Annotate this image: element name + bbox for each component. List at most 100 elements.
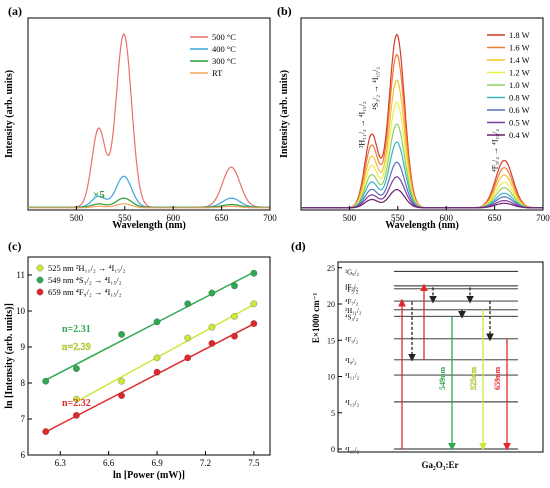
pb-x-tick-label: 550 bbox=[391, 213, 405, 223]
pb-legend-label: 1.6 W bbox=[509, 43, 530, 53]
pa-legend-label: 300 °C bbox=[212, 56, 236, 66]
pc-x-tick-label: 6.3 bbox=[55, 458, 67, 468]
pc-data-point bbox=[73, 395, 80, 403]
pc-data-point bbox=[184, 334, 192, 342]
pc-data-point bbox=[231, 313, 238, 320]
panel-c: (c) 6.3 6.6 6.9 7.2 7.5 6 7 8 9 10 11 525 nm ²H₁₁/… bbox=[4, 239, 271, 481]
panel-b-y-axis-label: Intensity (arb. units) bbox=[279, 70, 290, 158]
pc-data-point bbox=[208, 323, 216, 331]
pc-legend-label: 659 nm ⁴F₉/₂ → ⁴I₁₅/₂ bbox=[48, 287, 122, 297]
pc-data-point bbox=[73, 365, 80, 372]
pd-energy-level-label: ⁴S₃/₂ bbox=[345, 313, 359, 321]
pd-energy-level-label: ⁴F₃/₂ bbox=[345, 283, 359, 291]
pa-legend-label: RT bbox=[212, 68, 223, 78]
pc-data-point bbox=[153, 318, 161, 326]
pc-y-tick-label: 7 bbox=[21, 414, 26, 424]
pd-energy-level-label: ⁴F₉/₂ bbox=[345, 336, 359, 344]
panel-c-slope-525: n=2.39 bbox=[62, 342, 91, 353]
panel-b-frame bbox=[300, 17, 544, 211]
pc-data-point bbox=[42, 377, 50, 385]
pd-energy-level-label: ⁴I₁₁/₂ bbox=[345, 372, 360, 380]
pc-y-tick-label: 10 bbox=[16, 306, 26, 316]
pb-legend-label: 0.6 W bbox=[509, 105, 530, 115]
pc-x-tick-label: 6.9 bbox=[151, 458, 163, 468]
pd-y-tick-label: 15 bbox=[327, 336, 335, 345]
pc-data-point bbox=[42, 428, 50, 435]
pc-legend-marker bbox=[36, 264, 44, 272]
panel-b-curves bbox=[301, 33, 543, 209]
pd-energy-level-label: ²H₁₁/₂ bbox=[345, 307, 362, 315]
pc-fit-line-2 bbox=[45, 323, 255, 433]
pc-y-tick-label: 6 bbox=[21, 450, 26, 460]
pd-emission-label: 525nm bbox=[469, 367, 478, 390]
pd-energy-level-label: ⁴F₅/₂ bbox=[345, 286, 359, 294]
pc-data-point bbox=[118, 377, 125, 385]
panel-c-ticks: 6.3 6.6 6.9 7.2 7.5 6 7 8 9 10 11 bbox=[16, 270, 260, 468]
pc-data-point bbox=[184, 300, 192, 308]
panel-a-curves bbox=[28, 32, 270, 209]
pc-legend-label: 525 nm ²H₁₁/₂ → ⁴I₁₅/₂ bbox=[48, 263, 126, 273]
pb-x-tick-label: 700 bbox=[536, 213, 550, 223]
pc-data-point bbox=[231, 282, 238, 290]
panel-b-transition-annotation-h11: ²H₁₁/₂ → ⁴I₁₅/₂ bbox=[358, 101, 367, 148]
pb-legend-label: 0.5 W bbox=[509, 118, 530, 128]
pc-data-point bbox=[118, 392, 125, 399]
panel-d-frame bbox=[337, 261, 544, 453]
pc-data-point bbox=[250, 269, 258, 277]
panel-c-slope-659: n=2.32 bbox=[62, 398, 91, 409]
pc-x-tick-label: 6.6 bbox=[103, 458, 115, 468]
panel-d-energy-levels: ⁴I₁₅/₂⁴I₁₃/₂⁴I₁₁/₂⁴I₉/₂⁴F₉/₂⁴S₃/₂²H₁₁/₂⁴… bbox=[345, 268, 518, 454]
panel-a: (a) 500 550 600 650 700 500 °C 400 °C 300 °C RT… bbox=[4, 4, 277, 231]
pd-emission-label: 659nm bbox=[493, 367, 502, 390]
pc-data-point bbox=[184, 354, 192, 362]
pa-series-3 bbox=[28, 203, 270, 209]
pc-y-tick-label: 9 bbox=[21, 342, 26, 352]
pc-data-point bbox=[153, 354, 161, 362]
panel-b-ticks: 500 550 600 650 700 bbox=[343, 206, 550, 223]
panel-b-transition-annotation-f92: ⁴F₉/₂ → ⁴I₁₅/₂ bbox=[490, 129, 499, 172]
pd-y-tick-label: 10 bbox=[327, 373, 335, 382]
pb-series-1 bbox=[301, 53, 543, 209]
panel-c-fit-lines bbox=[45, 271, 255, 433]
panel-a-frame bbox=[27, 17, 271, 211]
panel-a-ticks: 500 550 600 650 700 bbox=[70, 206, 277, 223]
pd-y-tick-label: 5 bbox=[331, 409, 335, 418]
pc-y-tick-label: 11 bbox=[16, 270, 25, 280]
pb-series-4 bbox=[301, 123, 543, 209]
pc-x-tick-label: 7.5 bbox=[248, 458, 260, 468]
pb-legend-label: 0.4 W bbox=[509, 130, 530, 140]
pb-x-tick-label: 600 bbox=[439, 213, 453, 223]
panel-b-label: (b) bbox=[277, 4, 292, 18]
pa-legend-label: 500 °C bbox=[212, 32, 236, 42]
pb-series-0 bbox=[301, 33, 543, 209]
pc-data-point bbox=[153, 368, 161, 376]
panel-d-y-axis-label: E×1000 cm⁻¹ bbox=[311, 293, 321, 344]
pd-energy-level-label: ⁴I₁₅/₂ bbox=[345, 446, 360, 454]
pc-data-point bbox=[73, 412, 80, 419]
panel-a-legend: 500 °C 400 °C 300 °C RT bbox=[190, 32, 236, 78]
pa-x-tick-label: 650 bbox=[215, 213, 229, 223]
panel-d-ticks: 0 5 10 15 20 25 bbox=[327, 264, 342, 454]
panel-b-legend: 1.8 W 1.6 W 1.4 W 1.2 W 1.0 W 0.8 W 0.6 W 0.5 W… bbox=[487, 30, 530, 140]
pb-legend-label: 1.2 W bbox=[509, 68, 530, 78]
panel-c-slope-549: n=2.31 bbox=[62, 324, 91, 335]
pd-y-tick-label: 25 bbox=[327, 264, 335, 273]
panel-c-label: (c) bbox=[8, 239, 21, 253]
pc-data-point bbox=[208, 289, 216, 297]
pc-data-point bbox=[250, 320, 258, 327]
panel-d-label: (d) bbox=[291, 239, 306, 253]
pa-legend-label: 400 °C bbox=[212, 44, 236, 54]
pc-fit-line-1 bbox=[45, 271, 255, 381]
pb-series-8 bbox=[301, 188, 543, 209]
panel-d-host-label: Ga₂O₃:Er bbox=[422, 460, 459, 470]
pc-data-point bbox=[118, 331, 125, 338]
pb-x-tick-label: 650 bbox=[488, 213, 502, 223]
pb-legend-label: 1.4 W bbox=[509, 55, 530, 65]
panel-b-x-axis-label: Wavelength (nm) bbox=[385, 220, 459, 231]
pc-data-point bbox=[250, 300, 258, 308]
panel-c-legend: 525 nm ²H₁₁/₂ → ⁴I₁₅/₂ 549 nm ⁴S₃/₂ → ⁴I₁… bbox=[36, 263, 126, 297]
pb-x-tick-label: 500 bbox=[343, 213, 357, 223]
panel-a-x-axis-label: Wavelength (nm) bbox=[112, 220, 186, 231]
panel-d-transition-arrows: 549nm 525nm 659nm bbox=[398, 283, 511, 451]
panel-a-scale-annotation: ×5 bbox=[93, 189, 105, 201]
